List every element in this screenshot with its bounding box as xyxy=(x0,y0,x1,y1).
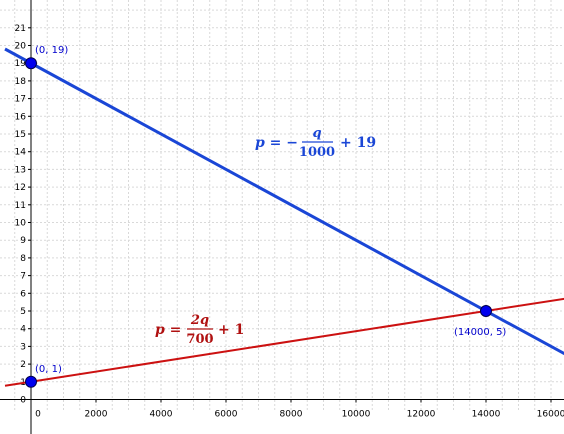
y-tick-label: 2 xyxy=(20,360,26,370)
y-tick-label: 7 xyxy=(20,272,26,282)
x-tick-label: 14000 xyxy=(472,410,501,420)
y-tick-label: 14 xyxy=(15,148,27,158)
x-tick-label: 0 xyxy=(35,410,41,420)
equation-label-demand: p = − xyxy=(255,135,298,151)
equation-demand-lhs: p = − xyxy=(255,135,298,151)
equation-demand-rest: + 19 xyxy=(340,135,376,151)
y-tick-label: 4 xyxy=(20,325,26,335)
y-tick-label: 16 xyxy=(15,112,27,122)
point-label: (0, 1) xyxy=(35,364,62,375)
y-tick-label: 5 xyxy=(20,307,26,317)
series-line-0 xyxy=(4,47,564,356)
y-tick-label: 8 xyxy=(20,254,26,264)
y-tick-label: 6 xyxy=(20,289,26,299)
equation-supply-num: 2q xyxy=(190,313,209,328)
y-tick-label: 9 xyxy=(20,236,26,246)
y-tick-label: 3 xyxy=(20,342,26,352)
x-tick-label: 6000 xyxy=(215,410,238,420)
equation-demand-num: q xyxy=(312,126,321,141)
x-tick-label: 10000 xyxy=(342,410,371,420)
equation-demand-den: 1000 xyxy=(299,145,335,160)
y-tick-label: 20 xyxy=(15,42,27,52)
grid xyxy=(0,0,564,412)
y-tick-label: 10 xyxy=(15,219,27,229)
equation-supply-den: 700 xyxy=(186,332,213,347)
x-tick-label: 4000 xyxy=(150,410,173,420)
point-marker xyxy=(25,57,37,70)
x-tick-label: 2000 xyxy=(85,410,108,420)
y-tick-label: 19 xyxy=(15,59,27,69)
y-tick-label: 15 xyxy=(15,130,26,140)
point-marker xyxy=(480,305,492,317)
y-tick-label: 0 xyxy=(20,396,26,406)
y-tick-label: 18 xyxy=(15,77,27,87)
y-tick-label: 12 xyxy=(15,183,26,193)
point-marker xyxy=(25,375,37,388)
x-tick-label: 12000 xyxy=(407,410,436,420)
equation-supply-lhs: p = xyxy=(155,322,181,338)
y-tick-label: 21 xyxy=(15,24,26,34)
x-tick-label: 8000 xyxy=(280,410,303,420)
points: (0, 19) (0, 1) (14000, 5) xyxy=(25,45,506,388)
y-tick-label: 13 xyxy=(15,165,26,175)
equation-supply-rest: + 1 xyxy=(218,322,244,338)
y-tick-label: 17 xyxy=(15,95,26,105)
x-tick-label: 16000 xyxy=(537,410,564,420)
point-label: (14000, 5) xyxy=(454,327,506,338)
point-label: (0, 19) xyxy=(35,45,68,56)
y-tick-label: 11 xyxy=(15,201,26,211)
